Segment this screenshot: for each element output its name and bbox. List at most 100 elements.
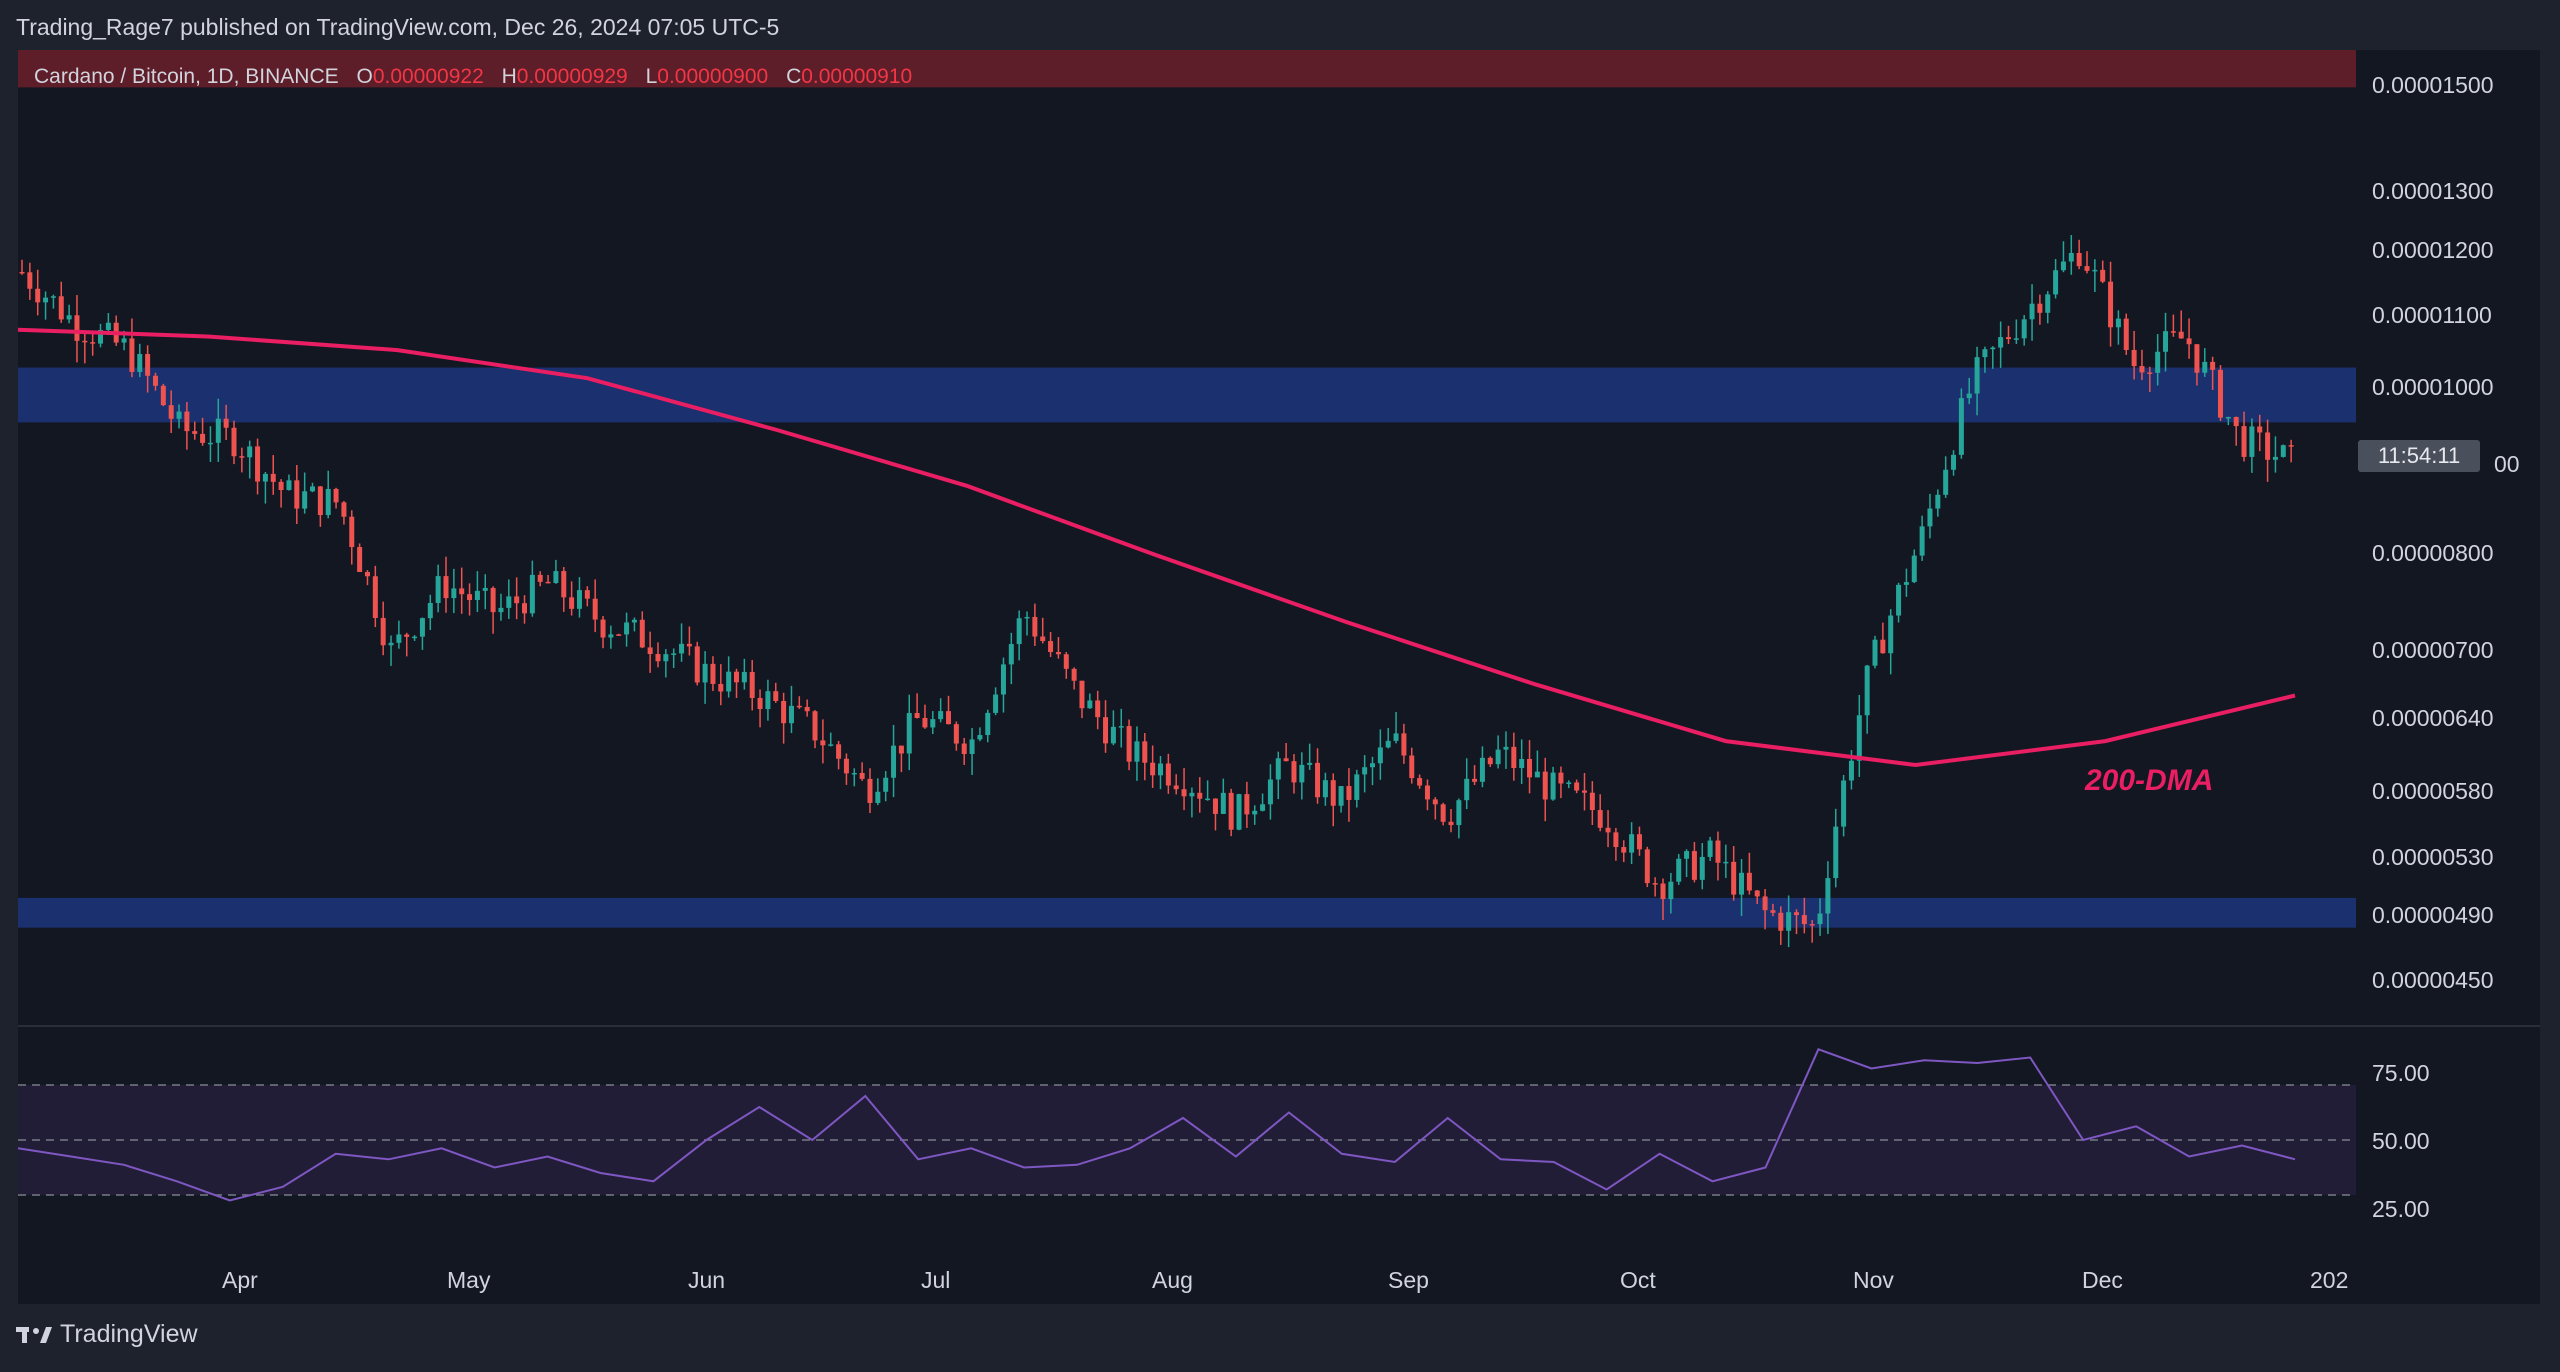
- candle-body: [27, 272, 33, 289]
- time-tick: Apr: [222, 1267, 258, 1293]
- candle-body: [1291, 761, 1297, 783]
- candle-body: [765, 691, 771, 710]
- candle-body: [584, 590, 590, 599]
- time-tick: Dec: [2082, 1267, 2123, 1293]
- candle-body: [1817, 913, 1823, 925]
- candle-body: [977, 735, 983, 740]
- candle-body: [522, 603, 528, 614]
- candle-body: [741, 672, 747, 683]
- candle-body: [663, 654, 669, 662]
- candle-body: [1691, 851, 1697, 880]
- candle-body: [993, 694, 999, 713]
- candle-body: [2139, 366, 2145, 373]
- candle-body: [2249, 426, 2255, 457]
- candle-body: [1613, 832, 1619, 848]
- candle-body: [1605, 827, 1611, 833]
- candle-body: [749, 672, 755, 698]
- candle-body: [796, 705, 802, 708]
- low-label: L: [645, 65, 658, 88]
- candle-body: [1558, 772, 1564, 784]
- candle-body: [2257, 426, 2263, 433]
- close-value: 0.00000910: [801, 65, 913, 88]
- tradingview-logo[interactable]: TradingView: [16, 1320, 198, 1349]
- candle-body: [561, 571, 567, 598]
- candle-body: [1566, 782, 1572, 784]
- candle-body: [985, 712, 991, 736]
- candle-body: [223, 418, 229, 428]
- candle-body: [82, 340, 88, 343]
- candle-body: [129, 338, 135, 372]
- open-label: O: [356, 65, 373, 88]
- price-tick: 0.00000800: [2372, 540, 2494, 566]
- candle-body: [1432, 799, 1438, 805]
- candle-body: [875, 791, 881, 803]
- candle-body: [1260, 804, 1266, 811]
- candle-body: [380, 617, 386, 646]
- ma200-line: [17, 327, 2296, 768]
- candle-body: [1746, 872, 1752, 891]
- candle-body: [1793, 912, 1799, 916]
- candle-body: [1448, 821, 1454, 826]
- candle-body: [2288, 445, 2294, 447]
- candle-body: [812, 711, 818, 741]
- candle-body: [215, 418, 221, 443]
- candle-body: [930, 719, 936, 728]
- pane-separator[interactable]: [18, 1025, 2540, 1027]
- candle-body: [2170, 331, 2176, 333]
- high-label: H: [501, 65, 517, 88]
- candle-body: [1362, 767, 1368, 775]
- candle-body: [537, 574, 543, 582]
- candle-body: [836, 744, 842, 759]
- candle-body: [1848, 760, 1854, 781]
- low-value: 0.00000900: [657, 65, 769, 88]
- resistance-zone: [18, 367, 2356, 423]
- candle-body: [310, 486, 316, 492]
- candle-body: [1095, 700, 1101, 718]
- candle-body: [969, 739, 975, 755]
- candle-body: [710, 663, 716, 684]
- candle-body: [1275, 758, 1281, 780]
- candle-body: [851, 772, 857, 775]
- candle-body: [1550, 772, 1556, 800]
- candle-body: [231, 427, 237, 457]
- candle-body: [922, 718, 928, 728]
- candle-body: [325, 488, 331, 516]
- candle-body: [302, 491, 308, 509]
- candle-body: [2147, 372, 2153, 374]
- candle-body: [1927, 508, 1933, 527]
- tradingview-logo-icon: [16, 1326, 52, 1343]
- candle-body: [1919, 526, 1925, 556]
- candle-body: [443, 576, 449, 599]
- candle-body: [1134, 741, 1140, 762]
- chart-canvas[interactable]: [0, 0, 2560, 1304]
- candle-body: [2225, 416, 2231, 419]
- candle-body: [1299, 764, 1305, 783]
- candle-body: [1267, 779, 1273, 805]
- candle-body: [74, 315, 80, 341]
- candle-body: [569, 597, 575, 609]
- time-tick: Jun: [688, 1267, 726, 1293]
- candle-body: [1158, 763, 1163, 776]
- candle-body: [1244, 794, 1250, 815]
- candle-body: [160, 385, 166, 406]
- candle-body: [2202, 361, 2208, 373]
- candle-body: [1943, 469, 1949, 495]
- price-tick: 0.00000700: [2372, 637, 2494, 663]
- price-tick: 0.00000490: [2372, 902, 2494, 928]
- candle-body: [1063, 654, 1069, 669]
- candle-body: [867, 778, 873, 803]
- candle-body: [176, 411, 182, 419]
- candle-body: [2131, 349, 2137, 367]
- candle-body: [2210, 361, 2216, 370]
- candle-body: [1629, 834, 1635, 853]
- candle-body: [168, 405, 174, 419]
- candle-body: [1440, 804, 1446, 822]
- candle-body: [2021, 319, 2027, 339]
- candle-body: [1385, 740, 1391, 748]
- candle-body: [1801, 915, 1807, 925]
- candle-body: [333, 488, 339, 503]
- candle-body: [482, 587, 488, 591]
- price-tick: 0.00000580: [2372, 778, 2494, 804]
- candle-body: [734, 671, 740, 683]
- symbol-name: Cardano / Bitcoin, 1D, BINANCE: [34, 65, 339, 88]
